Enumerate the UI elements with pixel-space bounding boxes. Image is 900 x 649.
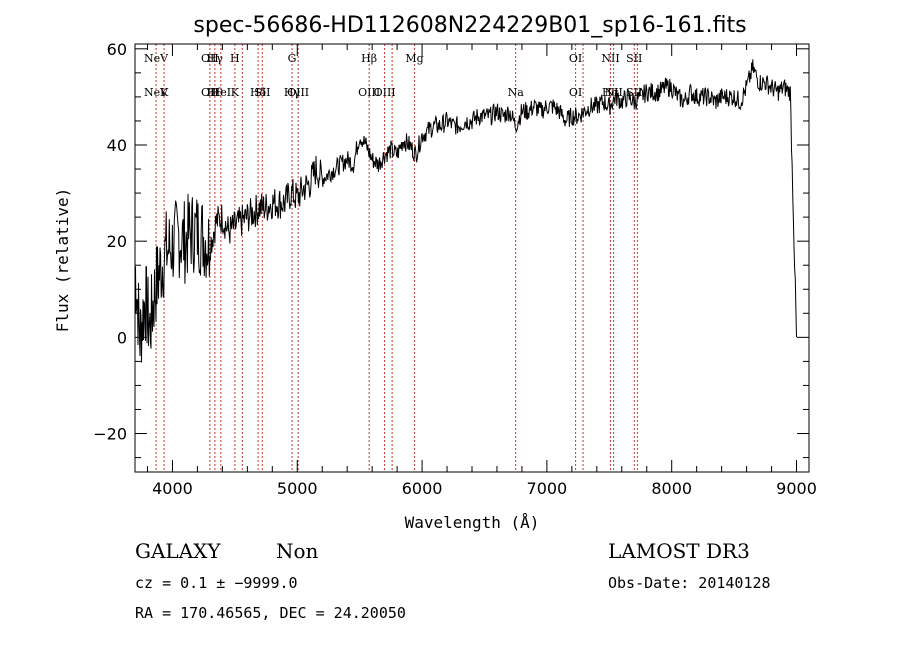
- y-tick-label: 20: [107, 232, 127, 251]
- obs-date: Obs-Date: 20140128: [608, 574, 771, 592]
- x-tick-label: 5000: [277, 479, 318, 498]
- line-label-bottom: NeV: [144, 86, 169, 99]
- x-tick-label: 7000: [527, 479, 568, 498]
- class-label: GALAXY: [135, 539, 221, 563]
- chart-title: spec-56686-HD112608N224229B01_sp16-161.f…: [193, 13, 746, 38]
- subclass-label: Non: [276, 539, 319, 563]
- line-label-top: SII: [626, 52, 642, 65]
- line-label-bottom: OIII: [374, 86, 396, 99]
- survey-label: LAMOST DR3: [608, 539, 750, 563]
- series-group: [134, 59, 797, 363]
- line-label-bottom: Na: [508, 86, 525, 99]
- y-axis: −20 0 20 40 60: [93, 40, 809, 459]
- line-label-bottom: SII: [254, 86, 270, 99]
- redshift-line: cz = 0.1 ± −9999.0: [135, 574, 298, 592]
- line-label-bottom: OII: [201, 86, 219, 99]
- line-label-top: H: [230, 52, 240, 65]
- line-label-bottom: HeI: [211, 86, 231, 99]
- line-label-bottom: K: [231, 86, 240, 99]
- y-tick-label: −20: [93, 425, 127, 444]
- y-tick-label: 40: [107, 136, 127, 155]
- x-tick-label: 9000: [776, 479, 817, 498]
- line-label-top: OI: [569, 52, 582, 65]
- line-label-top: Mg: [405, 52, 423, 65]
- line-label-bottom: Hθ: [207, 86, 224, 99]
- line-label-bottom: OIII: [358, 86, 380, 99]
- x-axis: 4000 5000 6000 7000 8000 9000: [146, 44, 817, 498]
- plot-frame: [134, 43, 810, 473]
- series-line-spectrum: [134, 59, 797, 363]
- line-label-top: Hβ: [361, 52, 377, 65]
- line-label-top: OII: [201, 52, 219, 65]
- x-tick-label: 6000: [402, 479, 443, 498]
- line-label-top: NII: [601, 52, 619, 65]
- x-tick-label: 4000: [152, 479, 193, 498]
- x-tick-label: 8000: [651, 479, 692, 498]
- line-label-bottom: OI: [569, 86, 582, 99]
- line-label-bottom: Hγ: [284, 86, 301, 99]
- y-tick-label: 0: [117, 328, 127, 347]
- y-tick-label: 60: [107, 40, 127, 59]
- x-axis-label: Wavelength (Å): [405, 513, 540, 532]
- line-label-top: G: [288, 52, 297, 65]
- y-axis-label: Flux (relative): [53, 188, 72, 333]
- line-label-bottom: K: [160, 86, 169, 99]
- line-label-top: Hγ: [207, 52, 224, 65]
- line-label-bottom: OIII: [287, 86, 309, 99]
- line-label-top: NeV: [144, 52, 169, 65]
- coordinates: RA = 170.46565, DEC = 24.20050: [135, 604, 406, 622]
